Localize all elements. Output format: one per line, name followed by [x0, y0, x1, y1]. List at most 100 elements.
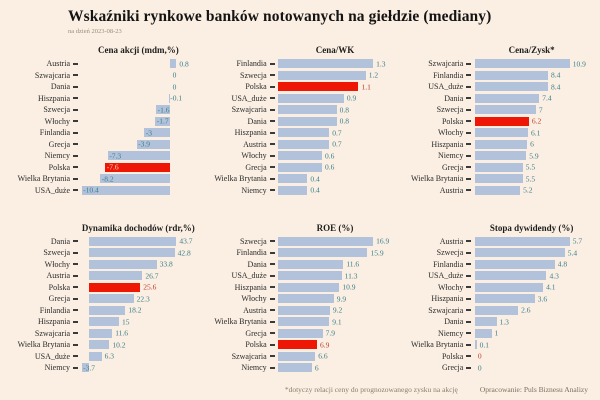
axis-tick-icon: [269, 189, 275, 191]
bar: [474, 317, 497, 326]
category-label: Dania: [247, 116, 267, 126]
bar-track: 3.6: [474, 294, 590, 303]
axis-tick-icon: [73, 274, 78, 277]
bar-track: 5.7: [474, 236, 590, 246]
footer: *dotyczy relacji ceny do prognozowanego …: [285, 385, 588, 394]
value-label: 5.5: [525, 162, 536, 172]
category-label: Szwecja: [436, 248, 464, 257]
chart-row: USA_duże 6.3: [10, 351, 197, 361]
bar: [474, 259, 555, 269]
axis-tick-icon: [269, 131, 275, 134]
bar-track: 7: [474, 105, 590, 114]
axis-tick-icon: [73, 343, 78, 346]
bar: [144, 128, 170, 137]
axis-tick-icon: [73, 120, 78, 122]
axis-tick-icon: [466, 85, 472, 88]
chart-row: Włochy 9.9: [207, 294, 394, 303]
category-label: Dania: [50, 236, 70, 246]
bar: [278, 351, 316, 361]
value-label: -0.1: [170, 93, 183, 103]
value-label: 11.6: [346, 259, 360, 269]
category-label: Hiszpania: [431, 294, 464, 303]
category-label: Szwajcaria: [34, 328, 70, 338]
value-label: 0: [477, 351, 482, 361]
axis-tick-icon: [466, 108, 472, 111]
chart-rows: Austria 5.7 Szwecja 5.4 Finlandia 4.8 USA_duże…: [403, 236, 590, 372]
category-label: Finlandia: [236, 59, 267, 68]
chart-row: Wielka Brytania 10.2: [10, 340, 197, 349]
chart-row: Dania 43.7: [10, 236, 197, 246]
value-label: -3.9: [138, 139, 150, 149]
chart-row: Szwecja -1.6: [10, 105, 197, 114]
bar: [278, 271, 342, 280]
axis-tick-icon: [466, 309, 472, 311]
axis-tick-icon: [269, 108, 275, 111]
bar-track: 6.6: [278, 351, 394, 361]
chart-row: Polska -7.6: [10, 162, 197, 172]
bar-track: 2.6: [474, 305, 590, 315]
bar-track: 4.3: [474, 271, 590, 280]
bar: [278, 282, 340, 292]
value-label: 0.7: [332, 127, 342, 137]
value-label: 18.2: [128, 305, 142, 315]
bar-chart: Dynamika dochodów (rdr,%) Dania 43.7 Szwecj…: [10, 223, 197, 372]
value-label: 1.2: [368, 70, 379, 80]
chart-title: ROE (%): [316, 222, 354, 233]
category-label: USA_duże: [231, 271, 267, 280]
value-label: 6.1: [530, 127, 541, 137]
bar-track: -8.2: [81, 174, 197, 183]
value-label: 0: [172, 81, 177, 91]
chart-row: Grecja 0: [403, 363, 590, 372]
chart-rows: Dania 43.7 Szwecja 42.8 Włochy 33.8 Austria 26.…: [10, 236, 197, 372]
category-label: Niemcy: [44, 363, 70, 372]
bar-track: 0: [81, 82, 197, 91]
category-label: Austria: [439, 185, 464, 195]
highlighted-bar: [88, 282, 141, 292]
axis-tick-icon: [73, 62, 78, 65]
chart-row: Wielka Brytania -8.2: [10, 174, 197, 183]
axis-tick-icon: [73, 85, 78, 88]
bar-track: -7.3: [81, 151, 197, 160]
bar: [474, 340, 477, 349]
value-label: 5.2: [523, 185, 533, 195]
chart-row: Grecja -3.9: [10, 139, 197, 149]
bar: [88, 317, 119, 326]
bar-track: 0.7: [278, 128, 394, 137]
axis-tick-icon: [269, 251, 275, 254]
value-label: -1.6: [157, 104, 170, 114]
category-label: Austria: [243, 305, 267, 315]
bar: [278, 59, 374, 68]
bar-track: 1.1: [278, 82, 394, 91]
chart-row: Dania 7.4: [403, 93, 590, 103]
bar: [107, 151, 170, 160]
bar-track: 0: [474, 363, 590, 372]
axis-tick-icon: [269, 62, 275, 65]
chart-row: Polska 0: [403, 352, 590, 361]
bar: [278, 162, 322, 172]
value-label: 0: [172, 70, 177, 80]
bar-track: 6.9: [278, 340, 394, 349]
chart-row: Szwajcaria 2.6: [403, 305, 590, 315]
bar: [88, 236, 177, 246]
chart-row: Grecja 22.3: [10, 294, 197, 303]
category-label: Polska: [245, 82, 267, 91]
category-label: Wielka Brytania: [17, 340, 70, 349]
bar-track: -1.6: [81, 105, 197, 114]
bar-track: 22.3: [81, 294, 197, 303]
chart-rows: Finlandia 1.3 Szwecja 1.2 Polska 1.1 USA_duże 0…: [207, 59, 394, 195]
category-label: Szwecja: [436, 105, 464, 114]
bar: [278, 185, 308, 195]
category-label: Finlandia: [39, 128, 70, 137]
category-label: Finlandia: [433, 70, 464, 80]
bar: [278, 317, 330, 326]
bar-track: -0.1: [81, 93, 197, 103]
axis-tick-icon: [466, 297, 472, 300]
bar: [278, 128, 330, 137]
bar-track: 0.8: [278, 116, 394, 126]
bar-track: 0.8: [81, 59, 197, 68]
bar-track: 10.9: [474, 59, 590, 68]
category-label: Polska: [48, 282, 70, 292]
category-label: Grecja: [48, 294, 70, 303]
bar-track: 0.6: [278, 162, 394, 172]
